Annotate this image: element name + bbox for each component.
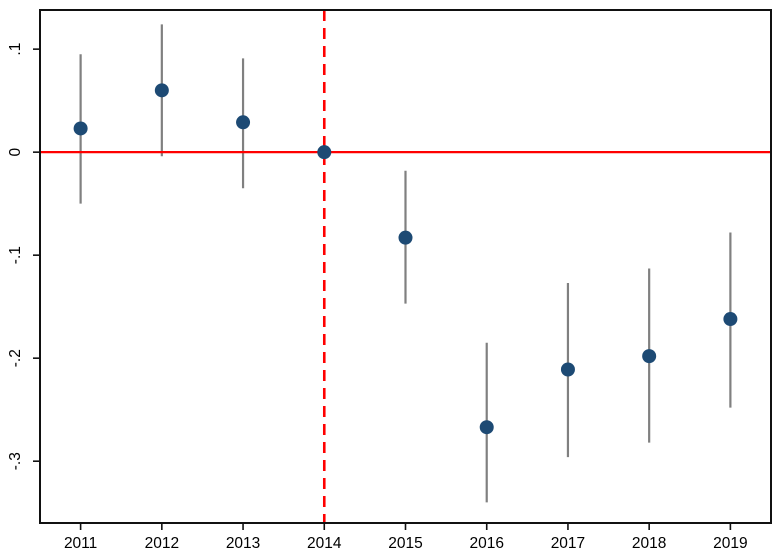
x-axis-tick-label: 2019 (713, 535, 747, 552)
x-axis-tick-label: 2011 (64, 535, 97, 552)
x-axis-tick-label: 2012 (145, 535, 179, 552)
estimate-marker (479, 420, 494, 435)
y-axis-tick-label: .1 (7, 43, 24, 56)
y-axis-tick-label: -.3 (7, 452, 24, 470)
x-axis-tick-label: 2014 (307, 535, 342, 552)
estimate-marker (398, 230, 413, 245)
x-axis-tick-label: 2017 (551, 535, 585, 552)
estimate-marker (236, 115, 251, 130)
estimate-marker (317, 145, 332, 160)
y-axis-tick-label: 0 (7, 147, 24, 156)
estimate-marker (560, 362, 575, 377)
y-axis-tick-label: -.2 (7, 349, 24, 367)
estimate-marker (73, 121, 88, 136)
x-axis-tick-label: 2013 (226, 535, 260, 552)
x-axis-tick-label: 2015 (388, 535, 422, 552)
y-axis-tick-label: -.1 (7, 246, 24, 264)
x-axis-tick-label: 2018 (632, 535, 666, 552)
estimate-marker (723, 312, 738, 327)
estimate-marker (154, 83, 169, 98)
x-axis-tick-label: 2016 (469, 535, 503, 552)
estimate-marker (642, 349, 657, 364)
